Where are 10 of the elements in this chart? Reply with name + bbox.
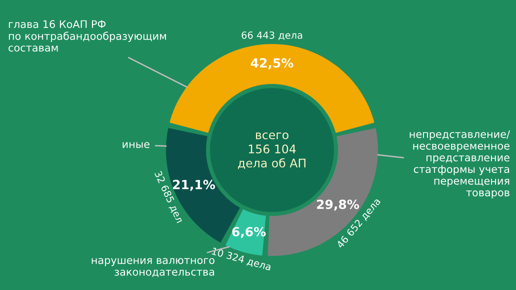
text: 66 443 дела: [242, 31, 302, 40]
data-label: 21,1%: [173, 180, 216, 191]
data-label: 42,5%: [250, 58, 294, 70]
slice-label: нарушения валютного законодательства: [92, 258, 214, 278]
text: всего 156 104 дела об АП: [238, 132, 306, 170]
data-label: 6,6%: [232, 226, 266, 238]
slice-label: иные: [122, 142, 150, 148]
slice-label: непредставление/ несвоевременное представление статформы учета перемещения товаров: [410, 130, 510, 198]
slice-label: глава 16 КоАП РФ по контрабандообразующим составам: [8, 20, 166, 52]
data-label: 29,8%: [317, 200, 360, 211]
